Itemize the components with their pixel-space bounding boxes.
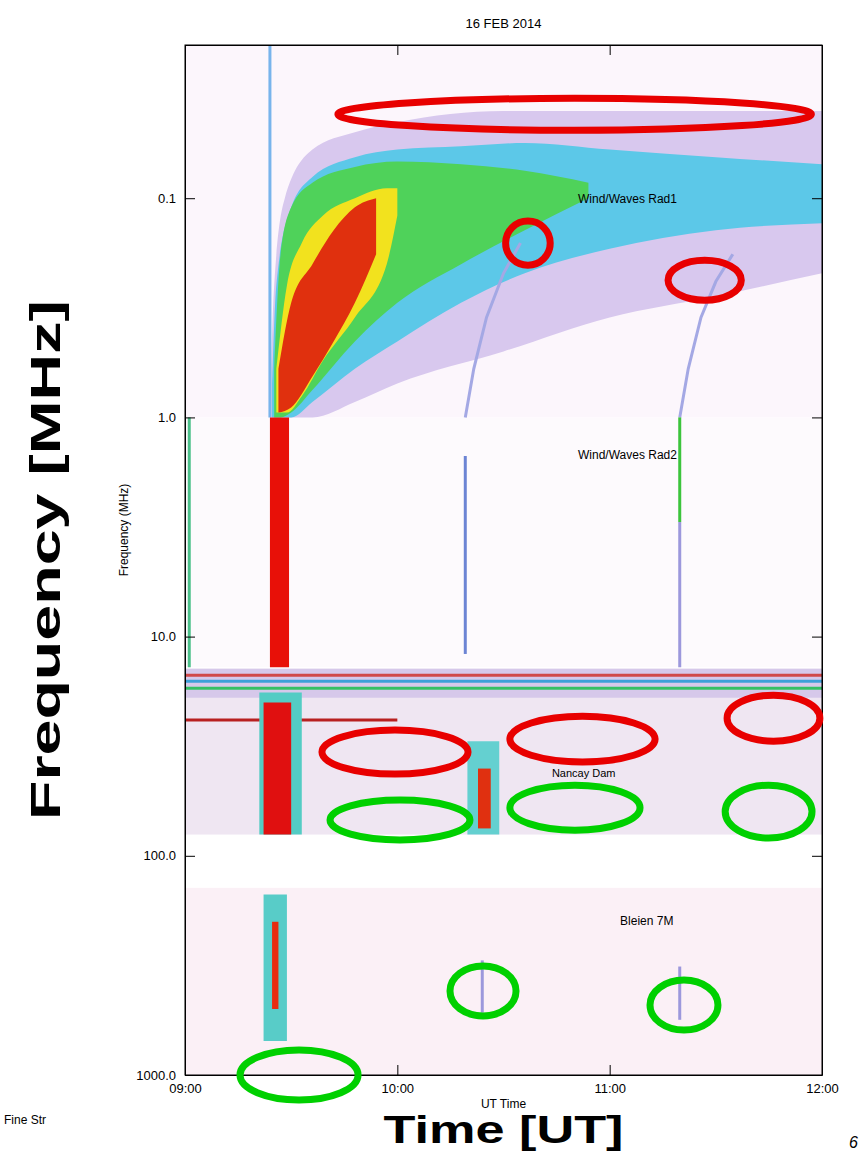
tick-label: 10.0	[151, 629, 176, 644]
annotation-ellipse	[240, 1050, 358, 1100]
annotation-ellipse	[650, 980, 718, 1030]
panel-label: Wind/Waves Rad1	[578, 192, 677, 206]
burst-area	[272, 922, 278, 1009]
tick	[812, 1075, 822, 1076]
tick-mark	[185, 856, 195, 857]
tick-mark	[185, 1075, 195, 1076]
burst-line	[678, 522, 681, 667]
tick-mark	[185, 198, 195, 199]
tick-label: 12:00	[806, 1081, 839, 1096]
panel-labels: Wind/Waves Rad1 Wind/Waves Rad2 Nancay Dam…	[552, 192, 677, 928]
burst-area	[264, 703, 292, 835]
annotation-ellipse	[330, 800, 470, 840]
plot-frame	[185, 45, 822, 1075]
tick-mark	[812, 417, 822, 418]
burst-area	[478, 769, 491, 829]
panel-background	[185, 417, 822, 667]
burst-area	[264, 894, 287, 1041]
tick-mark	[397, 1065, 398, 1075]
panels	[185, 45, 822, 1075]
annotation-ellipse	[506, 221, 551, 265]
burst-line	[185, 680, 822, 683]
tick-mark	[812, 856, 822, 857]
tick-mark	[812, 198, 822, 199]
tick-label: 1000.0	[136, 1068, 176, 1083]
tick	[812, 417, 822, 418]
chart-svg: 09:00 10:00 11:00 12:00 0.1 1.0 10.0 100.0 1000.…	[0, 0, 864, 1156]
annotation-ellipse	[338, 98, 812, 130]
tick-mark	[812, 1075, 822, 1076]
tick-mark	[610, 1065, 611, 1075]
axis	[186, 45, 823, 55]
burst-line	[464, 456, 467, 654]
tick-label: 1.0	[158, 410, 176, 425]
burst-area	[259, 693, 301, 835]
burst-area	[272, 143, 822, 417]
axis: 0.1 1.0 10.0 100.0 1000.0	[136, 46, 195, 1083]
burst-line	[680, 254, 733, 417]
annotation-ellipse	[725, 785, 812, 838]
burst-area	[274, 161, 588, 417]
tick: 10.0	[151, 629, 195, 644]
tick: 100.0	[143, 848, 195, 863]
annotation-ellipse	[322, 730, 468, 774]
axis-line	[186, 1075, 823, 1076]
panel-background	[185, 45, 822, 417]
tick-label: 11:00	[594, 1081, 626, 1096]
tick-mark	[812, 637, 822, 638]
data-marks	[185, 45, 822, 1041]
panel-label: Nancay Dam	[552, 767, 616, 779]
axis-line	[186, 45, 823, 46]
y-axis-title: Frequency [MHz]	[22, 300, 69, 820]
tick: 0.1	[158, 191, 195, 206]
burst-line	[678, 967, 681, 1020]
tick-label: 10:00	[382, 1081, 415, 1096]
tick	[812, 637, 822, 638]
burst-area	[270, 111, 822, 417]
footer: Fine Str	[4, 1113, 46, 1127]
axis-line	[822, 46, 823, 1076]
burst-area	[278, 198, 376, 412]
axis	[812, 46, 823, 1076]
burst-area	[276, 188, 397, 412]
panel-background	[185, 888, 822, 1075]
tick-label: 100.0	[143, 848, 176, 863]
burst-line	[268, 45, 271, 417]
burst-line	[185, 674, 822, 677]
annotation-ellipse	[510, 716, 655, 762]
annotation-ellipse	[727, 695, 820, 741]
x-axis-title: Time [UT]	[384, 1109, 624, 1151]
tick	[610, 45, 611, 55]
tick-mark	[185, 417, 195, 418]
annotation-ellipse	[450, 966, 516, 1016]
burst-line	[188, 417, 191, 667]
tick	[812, 856, 822, 857]
tick-label: 09:00	[169, 1081, 202, 1096]
axis: 09:00 10:00 11:00 12:00	[169, 1065, 839, 1096]
tick-label: 0.1	[158, 191, 176, 206]
tick-mark	[397, 45, 398, 55]
tick: 1.0	[158, 410, 195, 425]
burst-line	[185, 687, 822, 690]
panel-label: Wind/Waves Rad2	[578, 448, 677, 462]
chart-title: 16 FEB 2014	[466, 16, 542, 31]
annotations	[240, 98, 820, 1100]
annotation-ellipse	[510, 785, 640, 830]
axis-line	[185, 46, 186, 1076]
annotation-ellipse	[668, 260, 741, 300]
burst-line	[678, 417, 681, 522]
burst-area	[270, 417, 289, 667]
tick-mark	[610, 45, 611, 55]
y-axis-title-inner: Frequency (MHz)	[117, 484, 131, 577]
tick: 1000.0	[136, 1068, 195, 1083]
tick: 10:00	[382, 1065, 415, 1096]
panel-label: Bleien 7M	[620, 914, 673, 928]
tick	[812, 198, 822, 199]
chart-container: 09:00 10:00 11:00 12:00 0.1 1.0 10.0 100.0 1000.…	[0, 0, 864, 1156]
burst-line	[465, 243, 520, 417]
tick-mark	[185, 637, 195, 638]
tick	[397, 45, 398, 55]
page-number: 6	[849, 1134, 858, 1151]
tick: 11:00	[594, 1065, 626, 1096]
